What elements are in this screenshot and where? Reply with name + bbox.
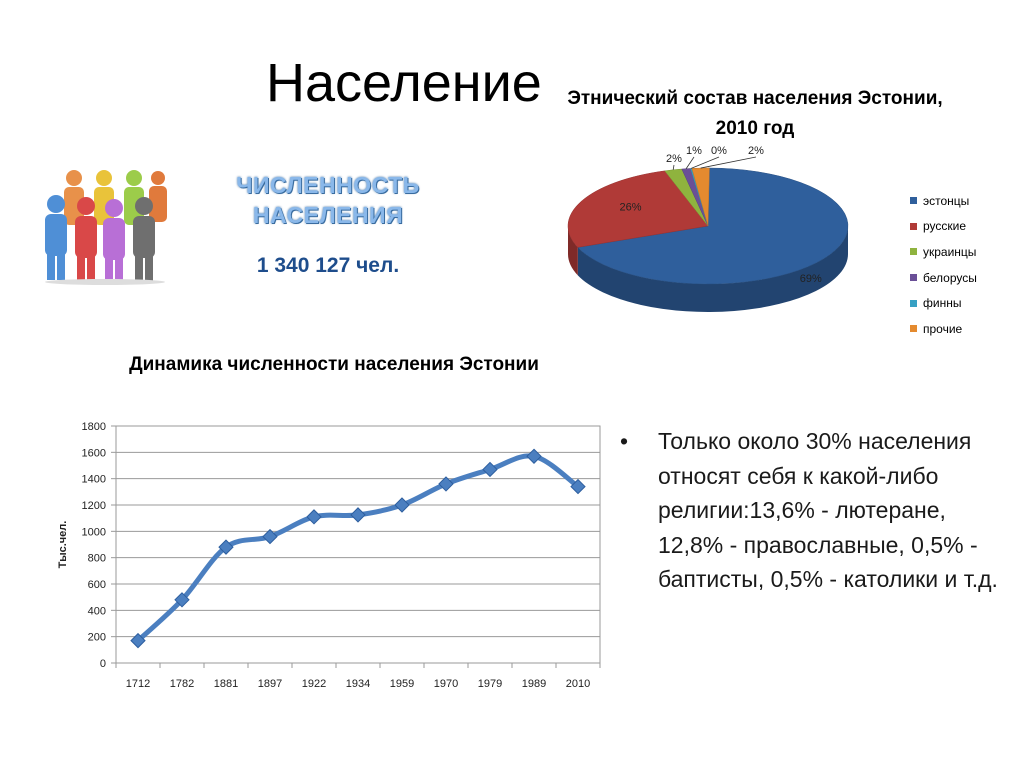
population-label: ЧИСЛЕННОСТЬ НАСЕЛЕНИЯ	[236, 172, 420, 228]
y-axis-label: Тыс.чел.	[57, 521, 69, 569]
y-tick-label-1800: 1800	[82, 421, 106, 433]
person-orange-right-figure-icon	[149, 171, 167, 222]
person-orange-figure-icon	[64, 170, 84, 225]
x-tick-label-1782: 1782	[170, 678, 194, 690]
legend-swatch	[910, 274, 917, 282]
pie-label-финны: 0%	[711, 145, 727, 157]
pie-leader-белорусы	[685, 156, 695, 169]
pie-label-прочие: 2%	[748, 145, 764, 157]
y-tick-label-1600: 1600	[82, 447, 106, 459]
legend-label: финны	[923, 296, 962, 311]
bullet-dot-icon: •	[620, 428, 629, 454]
x-tick-label-2010: 2010	[566, 678, 590, 690]
ethnic-pie-chart: 69% 26% 2% 1% 0% 2%	[567, 145, 849, 312]
legend-item-прочие: прочие	[910, 316, 977, 342]
point-1979	[482, 461, 498, 478]
legend-label: белорусы	[923, 270, 977, 285]
legend-label: русские	[923, 219, 967, 234]
legend-swatch	[910, 248, 917, 256]
point-1989	[526, 448, 542, 464]
person-blue-figure-icon	[45, 195, 67, 280]
x-tick-label-1922: 1922	[302, 678, 326, 690]
pie-side-эстонцы	[577, 226, 848, 312]
slide-title: Население	[266, 53, 542, 113]
person-green-figure-icon	[124, 170, 144, 225]
pie-label-украинцы: 2%	[666, 153, 682, 165]
pie-leader-прочие	[700, 156, 757, 169]
x-tick-label-1881: 1881	[214, 678, 238, 690]
point-1782	[174, 592, 190, 608]
pie-legend: эстонцы русские украинцы белорусы финны прочи…	[910, 188, 977, 342]
line-chart-title: Динамика численности населения Эстонии	[129, 354, 539, 375]
x-tick-label-1897: 1897	[258, 678, 282, 690]
plot-area	[115, 425, 601, 664]
point-1712	[130, 632, 146, 649]
x-tick-label-1979: 1979	[478, 678, 502, 690]
point-1959	[394, 497, 410, 513]
bullet-text: Только около 30% населения относят себя …	[658, 428, 998, 592]
people-group-icon	[45, 170, 167, 285]
point-1922	[306, 509, 322, 525]
pie-leader-финны	[691, 156, 720, 169]
x-tick-label-1970: 1970	[434, 678, 458, 690]
legend-label: эстонцы	[923, 193, 970, 208]
x-tick-label-1959: 1959	[390, 678, 414, 690]
point-1934	[350, 507, 366, 523]
legend-item-эстонцы: эстонцы	[910, 188, 977, 214]
legend-item-финны: финны	[910, 290, 977, 316]
pie-label-эстонцы: 69%	[800, 273, 822, 285]
x-tick-label-1989: 1989	[522, 678, 546, 690]
y-tick-label-1200: 1200	[82, 500, 106, 512]
y-tick-label-0: 0	[100, 658, 106, 670]
point-1970	[438, 476, 454, 492]
pie-chart-title: Этнический состав населения Эстонии, 201…	[567, 88, 943, 139]
y-tick-label-800: 800	[88, 553, 106, 565]
pie-leader-украинцы	[672, 164, 675, 170]
population-line-chart: 0 200 400 600 800 1000 1200 1400 1600 1800 1712 178…	[57, 421, 601, 690]
person-gray-figure-icon	[133, 197, 155, 282]
pie-label-белорусы: 1%	[686, 145, 702, 157]
pie-label-русские: 26%	[619, 202, 641, 214]
y-tick-label-400: 400	[88, 605, 106, 617]
legend-item-украинцы: украинцы	[910, 239, 977, 265]
point-1897	[262, 528, 278, 545]
pie-side-русские	[568, 226, 578, 276]
legend-label: прочие	[923, 321, 963, 336]
x-tick-label-1934: 1934	[346, 678, 370, 690]
y-tick-label-200: 200	[88, 632, 106, 644]
person-red-figure-icon	[75, 197, 97, 282]
pie-slice-русские	[567, 170, 709, 248]
point-1881	[218, 539, 234, 555]
pie-slice-эстонцы	[577, 167, 849, 285]
legend-item-русские: русские	[910, 214, 977, 240]
legend-label: украинцы	[923, 244, 977, 259]
person-yellow-figure-icon	[94, 170, 114, 225]
legend-swatch	[910, 197, 917, 205]
y-tick-label-1400: 1400	[82, 474, 106, 486]
legend-swatch	[910, 222, 917, 230]
pie-side-group	[568, 226, 848, 312]
legend-swatch	[910, 325, 917, 333]
x-tick-label-1712: 1712	[126, 678, 150, 690]
legend-swatch	[910, 299, 917, 307]
y-tick-label-1000: 1000	[82, 526, 106, 538]
person-purple-figure-icon	[103, 199, 125, 284]
point-2010	[570, 478, 586, 495]
population-value: 1 340 127 чел.	[256, 254, 400, 277]
y-tick-label-600: 600	[88, 579, 106, 591]
legend-item-белорусы: белорусы	[910, 265, 977, 291]
